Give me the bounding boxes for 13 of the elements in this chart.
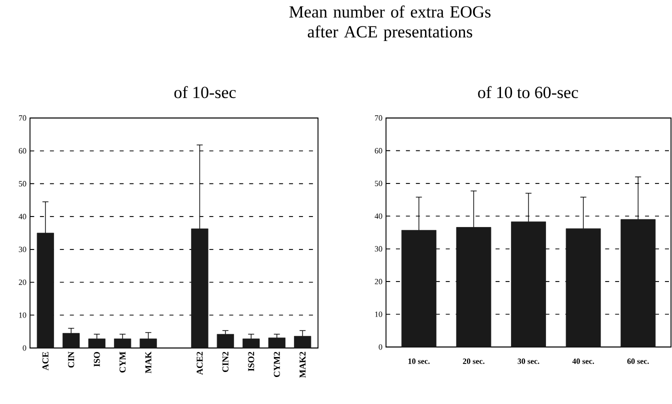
x-tick-label: ISO	[94, 352, 100, 367]
x-tick-label: ISO2	[248, 352, 254, 372]
chart-subtitle: of 10 to 60-sec	[478, 86, 578, 98]
x-tick-label: CYM	[120, 352, 126, 372]
x-tick-label: CIN2	[222, 352, 228, 372]
x-tick-label: MAK	[145, 352, 152, 374]
x-tick-label: CYM2	[274, 352, 280, 377]
x-tick-label: MAK2	[300, 352, 306, 378]
x-tick-label: CIN	[68, 352, 74, 368]
chart-title: Mean number of extra EOGs after ACE presentations	[289, 6, 491, 41]
x-tick-label: ACE	[42, 352, 48, 370]
x-tick-label: ACE2	[196, 352, 203, 375]
chart-title: of 10-sec	[174, 86, 236, 98]
